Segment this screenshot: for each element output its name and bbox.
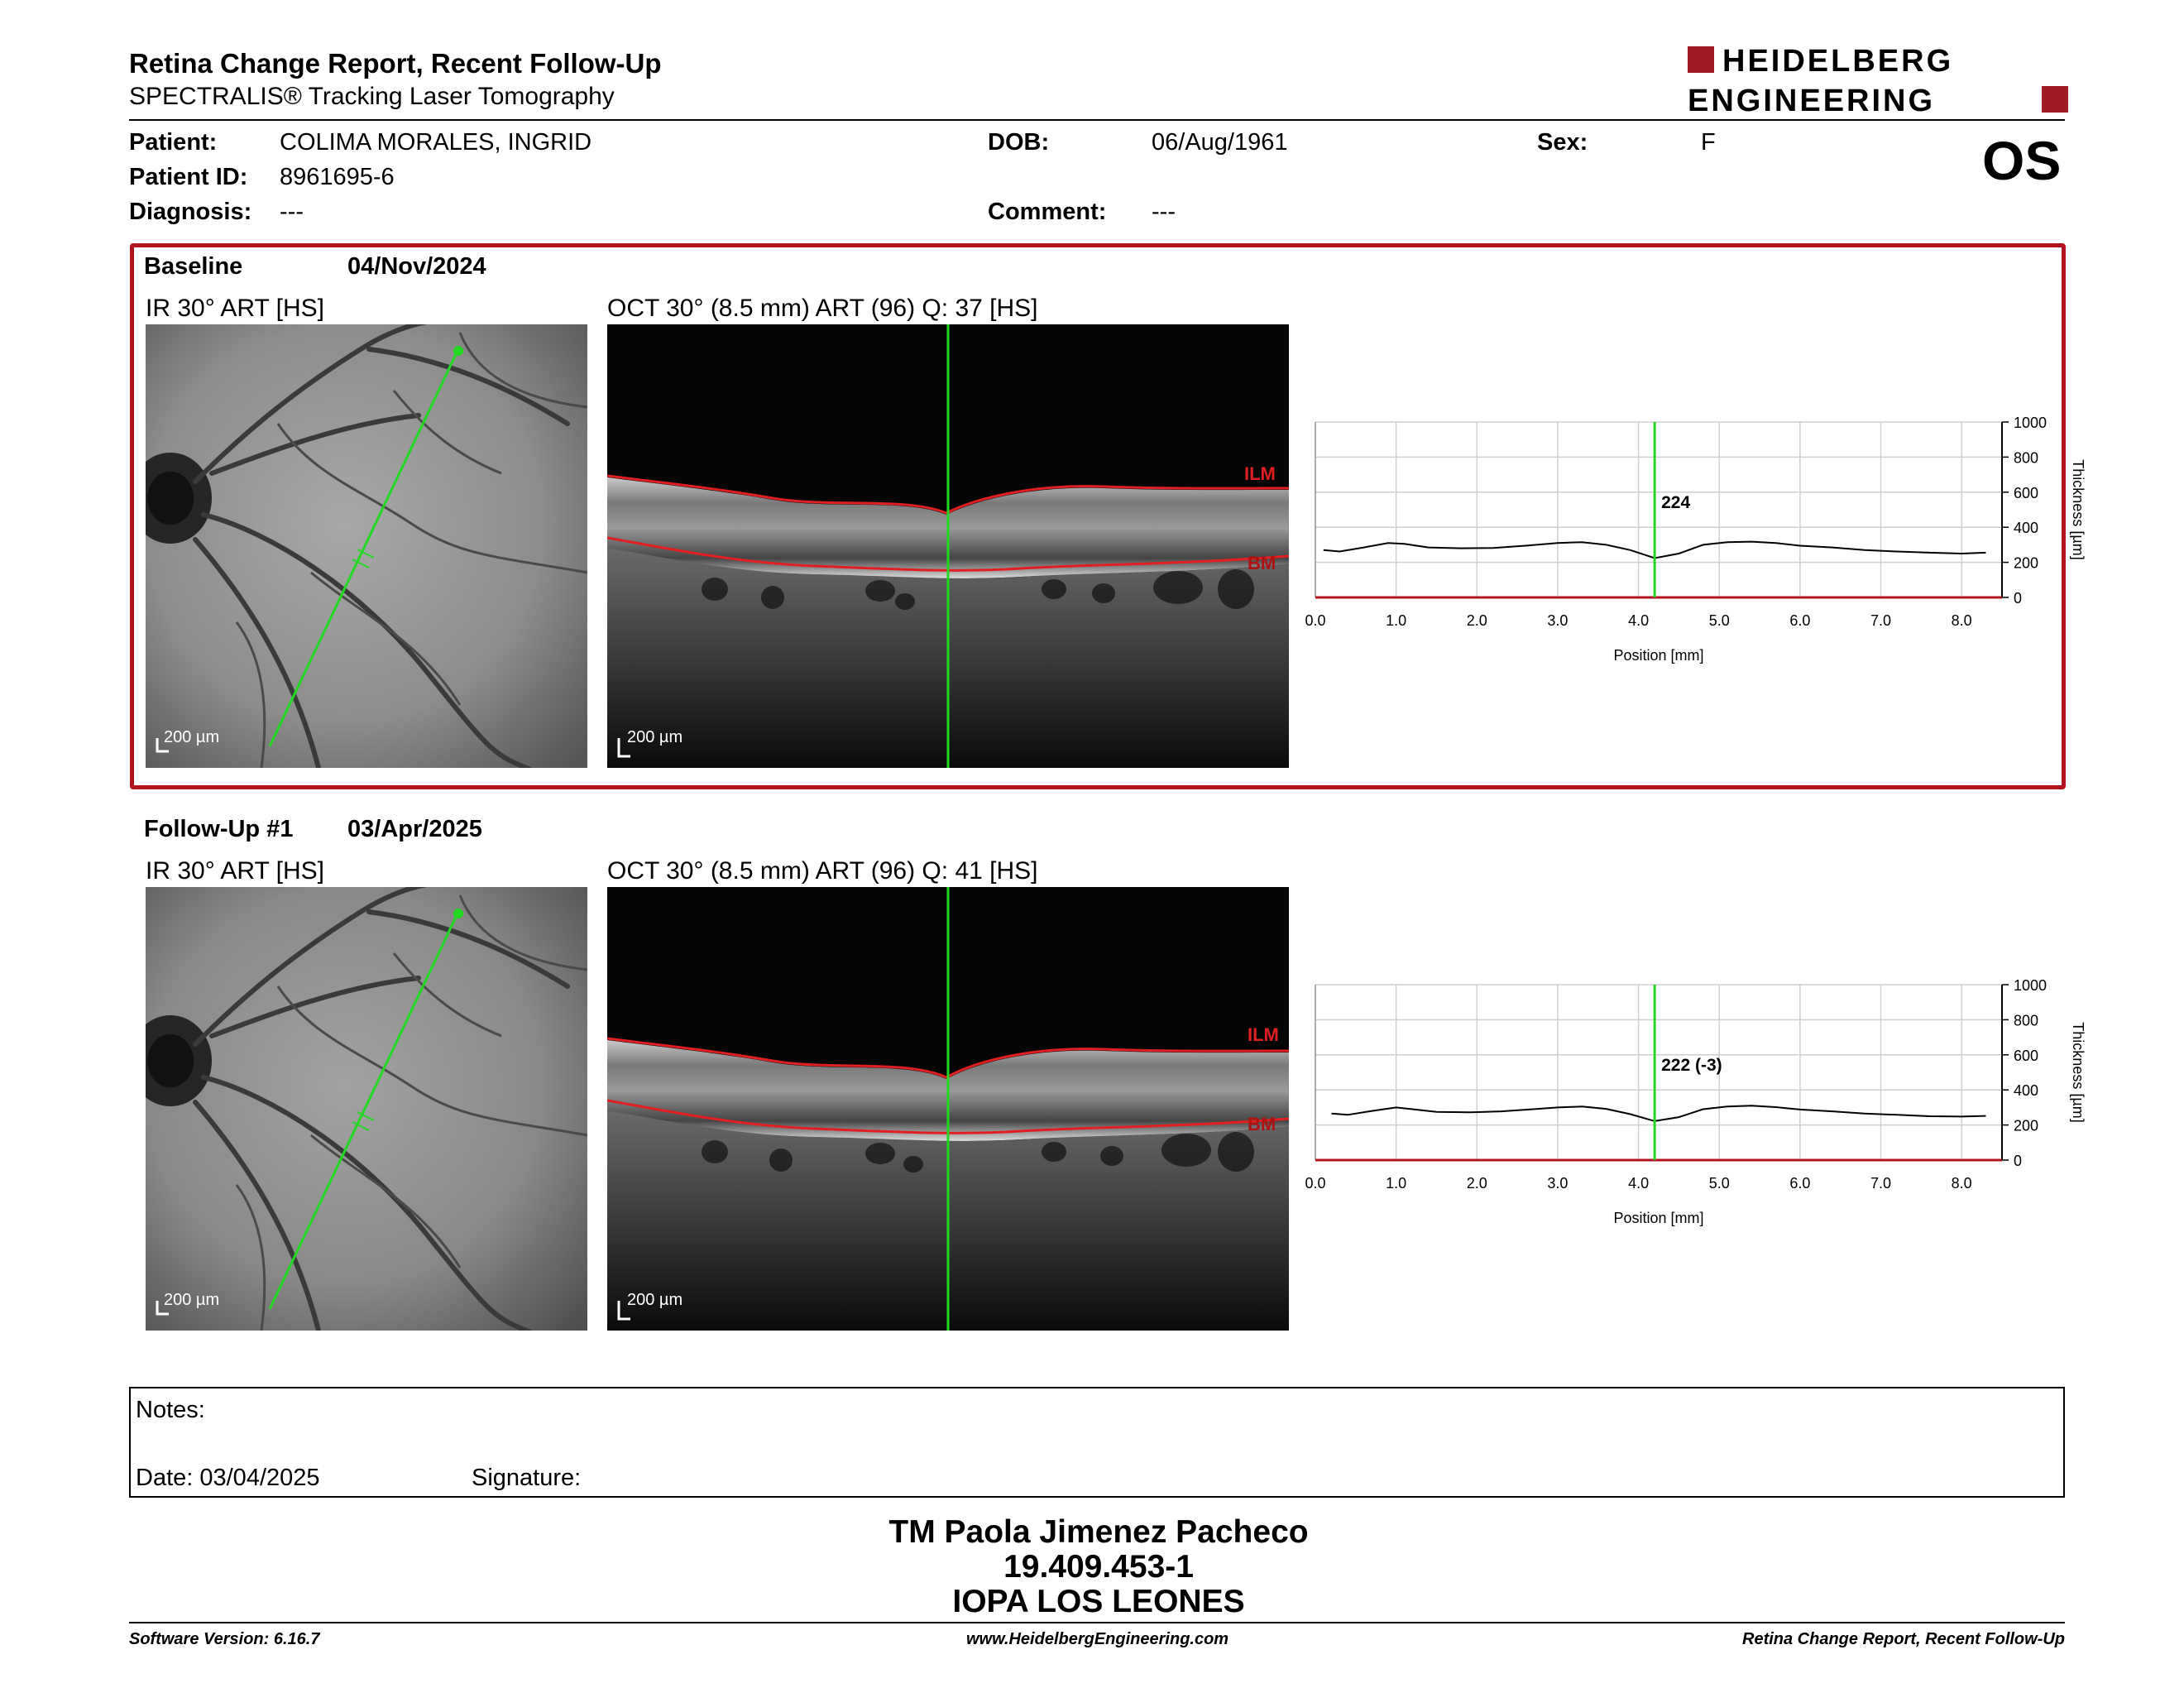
y-tick-label: 200 — [2014, 1118, 2038, 1134]
signature-label: Signature: — [472, 1465, 582, 1491]
followup-label: Follow-Up #1 — [144, 816, 294, 842]
y-tick-label: 1000 — [2014, 415, 2047, 431]
patient-label: Patient: — [129, 129, 218, 156]
y-tick-label: 0 — [2014, 1153, 2022, 1169]
y-axis-label: Thickness [µm] — [2070, 1022, 2086, 1122]
x-tick-label: 4.0 — [1628, 612, 1649, 629]
x-tick-label: 4.0 — [1628, 1175, 1649, 1192]
baseline-bm-label: BM — [1248, 553, 1276, 573]
sex-label: Sex: — [1537, 129, 1588, 156]
baseline-oct-scalebar: 200 µm — [627, 728, 683, 746]
baseline-date: 04/Nov/2024 — [347, 253, 486, 280]
notes-date: Date: 03/04/2025 — [136, 1465, 320, 1491]
baseline-label: Baseline — [144, 253, 243, 280]
x-tick-label: 5.0 — [1709, 612, 1730, 629]
x-tick-label: 0.0 — [1305, 612, 1325, 629]
header-divider — [129, 119, 2065, 121]
patient-id: 8961695-6 — [280, 164, 395, 190]
thickness-series-line — [1323, 540, 1986, 559]
x-tick-label: 8.0 — [1952, 612, 1972, 629]
y-tick-label: 1000 — [2014, 977, 2047, 994]
followup-ir-scalebar: 200 µm — [164, 1291, 220, 1309]
x-tick-label: 7.0 — [1870, 612, 1891, 629]
x-tick-label: 2.0 — [1467, 1175, 1487, 1192]
y-tick-label: 400 — [2014, 520, 2038, 536]
sex-value: F — [1701, 129, 1716, 156]
x-tick-label: 5.0 — [1709, 1175, 1730, 1192]
heidelberg-logo: HEIDELBERG ENGINEERING — [1688, 44, 2068, 117]
followup-oct-bscan-image: ILM BM 200 µm — [607, 887, 1289, 1331]
followup-oct-scalebar: 200 µm — [627, 1291, 683, 1309]
baseline-oct-caption: OCT 30° (8.5 mm) ART (96) Q: 37 [HS] — [607, 295, 1038, 322]
cursor-value-label: 224 — [1661, 493, 1690, 512]
footer-software-version: Software Version: 6.16.7 — [129, 1630, 320, 1648]
y-tick-label: 400 — [2014, 1082, 2038, 1099]
y-axis-label: Thickness [µm] — [2070, 459, 2086, 559]
baseline-ir-caption: IR 30° ART [HS] — [146, 295, 324, 322]
followup-ilm-label: ILM — [1248, 1024, 1279, 1045]
y-tick-label: 600 — [2014, 485, 2038, 501]
comment-value: --- — [1152, 199, 1176, 225]
followup-ir-fundus-image: 200 µm — [146, 887, 587, 1331]
signatory-rut: 19.409.453-1 — [1003, 1549, 1194, 1585]
baseline-oct-bscan-image: ILM BM 200 µm — [607, 324, 1289, 768]
followup-thickness-chart: 0 200 400 600 800 1000 0.0 1.0 2.0 3.0 4.0 5.0 6.0 7.… — [1305, 977, 2086, 1226]
notes-box[interactable] — [129, 1387, 2065, 1498]
x-tick-label: 8.0 — [1952, 1175, 1972, 1192]
y-tick-label: 200 — [2014, 555, 2038, 572]
dob-label: DOB: — [988, 129, 1050, 156]
followup-date: 03/Apr/2025 — [347, 816, 482, 842]
baseline-ir-fundus-image: 200 µm — [146, 324, 587, 768]
baseline-ir-scalebar: 200 µm — [164, 728, 220, 746]
x-tick-label: 3.0 — [1547, 1175, 1568, 1192]
x-tick-label: 1.0 — [1386, 1175, 1406, 1192]
signatory-name: TM Paola Jimenez Pacheco — [888, 1514, 1309, 1550]
followup-oct-caption: OCT 30° (8.5 mm) ART (96) Q: 41 [HS] — [607, 857, 1038, 885]
y-tick-label: 600 — [2014, 1048, 2038, 1064]
footer-website[interactable]: www.HeidelbergEngineering.com — [966, 1630, 1229, 1648]
y-tick-label: 800 — [2014, 1012, 2038, 1029]
patient-id-label: Patient ID: — [129, 164, 248, 190]
signatory-institution: IOPA LOS LEONES — [952, 1584, 1245, 1619]
eye-indicator: OS — [1982, 130, 2062, 191]
diagnosis-value: --- — [280, 199, 304, 225]
diagnosis-label: Diagnosis: — [129, 199, 252, 225]
logo-line2: ENGINEERING — [1688, 84, 1935, 117]
x-tick-label: 3.0 — [1547, 612, 1568, 629]
baseline-panel — [130, 243, 2066, 789]
x-axis-label: Position [mm] — [1613, 1210, 1703, 1226]
y-tick-label: 800 — [2014, 449, 2038, 466]
x-tick-label: 6.0 — [1789, 612, 1810, 629]
report-subtitle: SPECTRALIS® Tracking Laser Tomography — [129, 83, 615, 110]
baseline-thickness-chart: 0 200 400 600 800 1000 0.0 1.0 2.0 3.0 4.0 5.0 6.0 7.… — [1305, 415, 2086, 664]
x-tick-label: 6.0 — [1789, 1175, 1810, 1192]
baseline-ilm-label: ILM — [1244, 463, 1276, 484]
x-tick-label: 1.0 — [1386, 612, 1406, 629]
comment-label: Comment: — [988, 199, 1107, 225]
followup-ir-caption: IR 30° ART [HS] — [146, 857, 324, 885]
cursor-value-label: 222 (-3) — [1661, 1056, 1722, 1075]
x-axis-label: Position [mm] — [1613, 647, 1703, 664]
followup-bm-label: BM — [1248, 1114, 1276, 1134]
thickness-series-line — [1331, 1105, 1986, 1122]
footer-divider — [129, 1622, 2065, 1623]
notes-label: Notes: — [136, 1397, 205, 1423]
x-tick-label: 7.0 — [1870, 1175, 1891, 1192]
report-title: Retina Change Report, Recent Follow-Up — [129, 48, 662, 79]
dob-value: 06/Aug/1961 — [1152, 129, 1288, 156]
x-tick-label: 0.0 — [1305, 1175, 1325, 1192]
patient-name: COLIMA MORALES, INGRID — [280, 129, 592, 156]
footer-report-name: Retina Change Report, Recent Follow-Up — [1742, 1630, 2066, 1648]
logo-line1: HEIDELBERG — [1722, 44, 1953, 79]
x-tick-label: 2.0 — [1467, 612, 1487, 629]
y-tick-label: 0 — [2014, 590, 2022, 607]
